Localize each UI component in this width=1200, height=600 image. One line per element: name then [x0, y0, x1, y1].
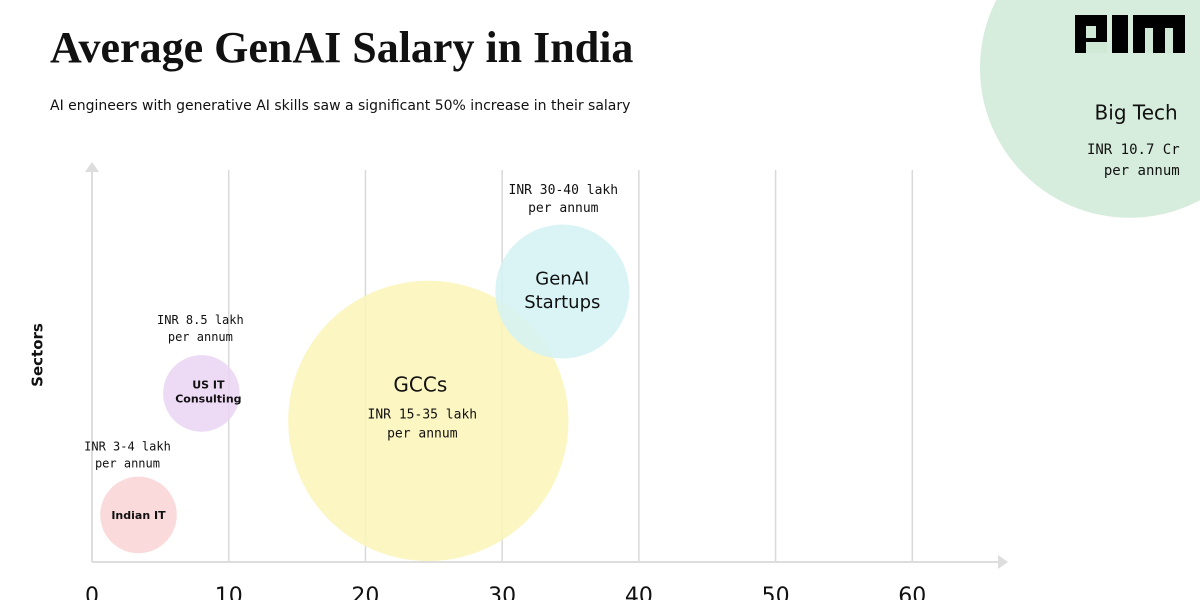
bubble-label: GenAI: [535, 269, 589, 290]
bubble: [163, 355, 240, 432]
plot: [85, 0, 1200, 569]
bubble-note: per annum: [387, 426, 458, 441]
bubble: [495, 224, 630, 359]
y-axis-label: Sectors: [29, 323, 47, 387]
bubble-note: INR 10.7 Cr: [1087, 142, 1180, 158]
bubble-label: Consulting: [175, 393, 241, 406]
bubble-note: per annum: [528, 201, 599, 216]
bubble-note: INR 8.5 lakh: [157, 313, 244, 327]
bubble-label: GCCs: [393, 372, 447, 396]
bubble: [288, 280, 569, 562]
bubble-label: Big Tech: [1095, 101, 1178, 125]
x-tick-label: 40: [625, 584, 653, 600]
x-tick-label: 10: [215, 584, 243, 600]
logo: [1075, 15, 1185, 53]
bubble-note: per annum: [95, 456, 160, 470]
bubble-label: US IT: [192, 378, 225, 391]
x-tick-label: 20: [351, 584, 379, 600]
labels: 0 10 20 30 40 50 60 Indian IT INR 3-4 lakh per an…: [84, 101, 1180, 600]
bubble-note: per annum: [1104, 163, 1180, 179]
bubble: [100, 476, 177, 554]
bubble: [980, 0, 1200, 218]
bubble-note: INR 15-35 lakh: [368, 407, 478, 422]
x-tick-label: 60: [898, 584, 926, 600]
bubble-note: INR 3-4 lakh: [84, 439, 171, 453]
chart-subtitle: AI engineers with generative AI skills s…: [50, 98, 630, 114]
x-axis-arrow: [998, 555, 1008, 569]
x-tick-label: 30: [488, 584, 516, 600]
x-tick-label: 50: [762, 584, 790, 600]
bubble-note: per annum: [168, 330, 233, 344]
y-axis-arrow: [85, 162, 99, 172]
bubble-label: Startups: [524, 292, 600, 313]
bubble-label: Indian IT: [111, 509, 166, 522]
chart-title: Average GenAI Salary in India: [50, 23, 633, 72]
bubble-note: INR 30-40 lakh: [509, 183, 619, 198]
x-tick-label: 0: [85, 584, 99, 600]
